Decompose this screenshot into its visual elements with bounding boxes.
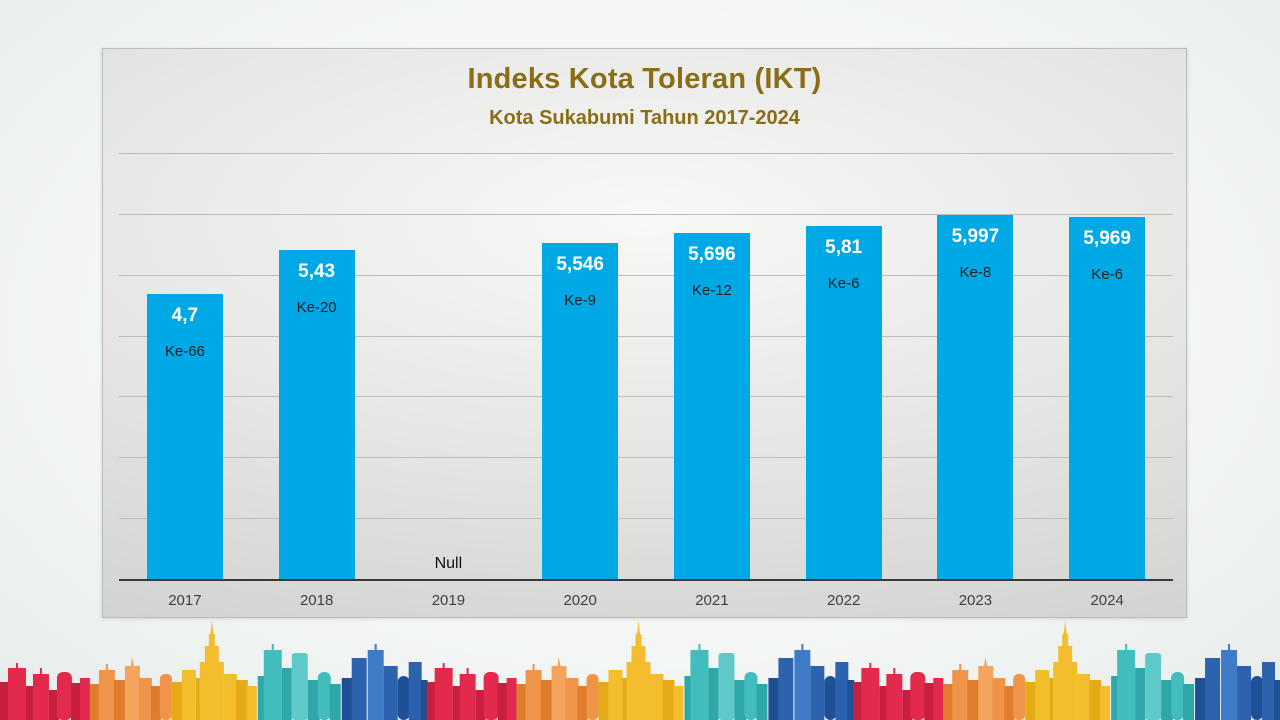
bar-value-label: 4,7 (171, 304, 199, 326)
x-axis-label-2018: 2018 (299, 592, 334, 609)
x-axis-label-2021: 2021 (695, 592, 729, 609)
bar-value-label: 5,81 (825, 237, 863, 259)
gridline (119, 335, 1173, 337)
bar-2020: 5,546 Ke-9 (542, 242, 619, 580)
bar-2021: 5,696 Ke-12 (673, 233, 750, 580)
x-axis-label-2020: 2020 (563, 592, 597, 609)
bar-value-label: 5,696 (688, 244, 736, 266)
bar-2024: 5,969 Ke-6 (1069, 216, 1146, 580)
bar-value-label: 5,969 (1083, 227, 1131, 249)
bar-value-label: 5,546 (556, 253, 604, 275)
bar-rank-label: Ke-66 (164, 342, 205, 360)
bar-rank-label: Ke-12 (691, 282, 732, 300)
city-skyline-decoration (0, 620, 1280, 720)
bar-2018: 5,43 Ke-20 (278, 249, 355, 580)
gridline (119, 518, 1173, 520)
bar-2023: 5,997 Ke-8 (937, 215, 1014, 580)
bar-2017: 4,7 Ke-66 (146, 293, 223, 580)
null-value-label: Null (434, 555, 463, 572)
gridline (119, 396, 1173, 398)
gridline (119, 213, 1173, 215)
x-axis-label-2024: 2024 (1090, 592, 1124, 609)
bar-rank-label: Ke-20 (296, 298, 337, 316)
bar-rank-label: Ke-9 (564, 291, 596, 309)
x-axis-label-2022: 2022 (826, 592, 861, 609)
plot-area: 4,7 Ke-66 2017 5,43 Ke-20 2018 Null 2019 5,546 Ke… (119, 153, 1173, 609)
bar-value-label: 5,43 (298, 260, 336, 282)
x-axis-line (119, 579, 1173, 581)
chart-panel: Indeks Kota Toleran (IKT) Kota Sukabumi … (102, 48, 1187, 618)
chart-subtitle: Kota Sukabumi Tahun 2017-2024 (489, 107, 800, 129)
x-axis-label-2017: 2017 (168, 592, 202, 609)
bar-rank-label: Ke-8 (959, 264, 992, 282)
gridline (119, 274, 1173, 276)
gridline (119, 153, 1173, 154)
chart-title: Indeks Kota Toleran (IKT) (467, 63, 822, 95)
bar-value-label: 5,997 (951, 226, 1000, 248)
bar-rank-label: Ke-6 (827, 275, 860, 293)
x-axis-label-2019: 2019 (431, 592, 466, 609)
x-axis-label-2023: 2023 (958, 592, 993, 609)
bar-rank-label: Ke-6 (1091, 265, 1123, 283)
bar-2022: 5,81 Ke-6 (805, 226, 882, 580)
gridline (119, 457, 1173, 459)
